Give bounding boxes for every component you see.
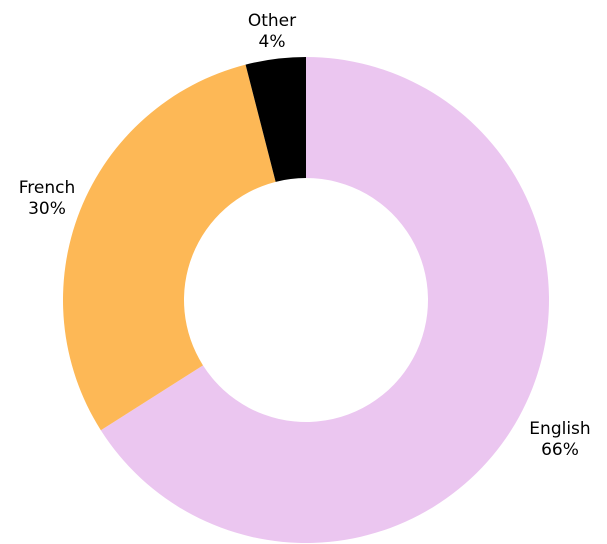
slice-label-other: Other <box>248 11 296 31</box>
slice-french <box>62 64 276 431</box>
slice-other <box>245 57 306 182</box>
slice-label-french: French <box>19 178 76 198</box>
slice-value-french: 30% <box>28 199 66 219</box>
slice-value-english: 66% <box>541 440 579 460</box>
slice-value-other: 4% <box>259 32 286 52</box>
slice-english <box>100 57 550 543</box>
slice-label-english: English <box>529 419 590 439</box>
donut-slices <box>62 57 550 543</box>
